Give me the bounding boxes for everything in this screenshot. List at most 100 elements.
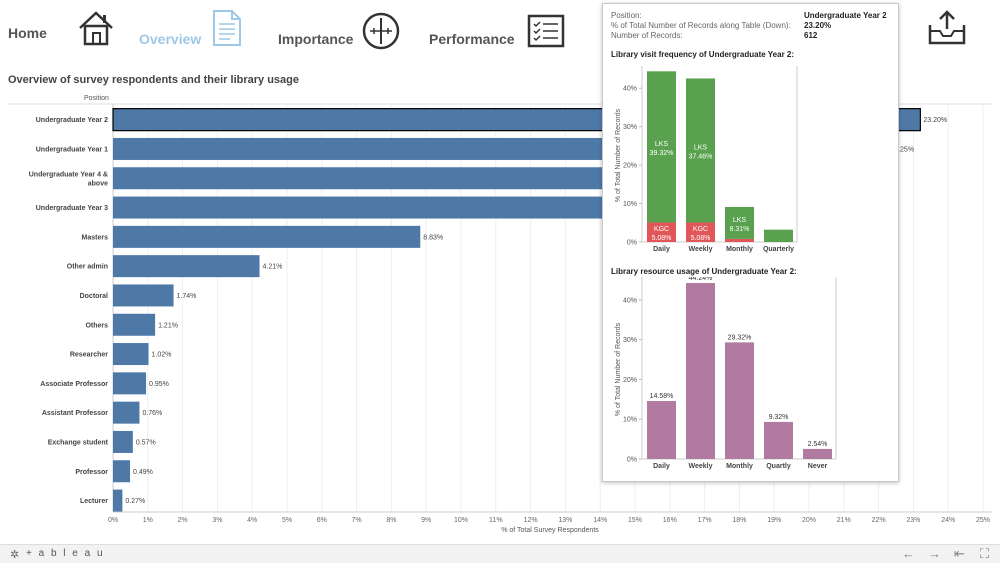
x-tick-label: 10% [454, 517, 468, 524]
bar[interactable] [647, 401, 676, 459]
bar[interactable] [113, 489, 123, 512]
x-category-label: Monthly [726, 246, 753, 253]
stacked-bar-segment[interactable] [686, 78, 715, 223]
nav-importance[interactable]: Importance [278, 31, 354, 47]
category-label: Others [85, 322, 108, 329]
segment-label: KGC [654, 226, 669, 233]
bar-value-label: 8.83% [423, 234, 443, 241]
x-category-label: Quartly [766, 463, 791, 470]
fullscreen-button[interactable]: ⛶ [980, 546, 990, 561]
x-tick-label: 8% [386, 517, 396, 524]
nav-performance[interactable]: Performance [429, 31, 515, 47]
x-tick-label: 19% [767, 517, 781, 524]
download-tray-icon[interactable] [926, 9, 968, 47]
segment-label: LKS [733, 217, 747, 224]
stacked-bar-segment[interactable] [725, 238, 754, 242]
x-tick-label: 11% [489, 517, 503, 524]
x-axis-title: % of Total Survey Respondents [501, 527, 599, 534]
x-tick-label: 18% [732, 517, 746, 524]
bar[interactable] [113, 196, 757, 219]
y-tick-label: 30% [623, 124, 637, 131]
bar[interactable] [113, 255, 260, 278]
nav-home[interactable]: Home [8, 25, 47, 41]
segment-label: 8.31% [730, 226, 750, 233]
bar-value-label: 44.24% [689, 277, 713, 282]
y-tick-label: 0% [627, 240, 637, 247]
bar[interactable] [113, 225, 421, 248]
x-tick-label: 23% [906, 517, 920, 524]
top-nav: Home Overview Importance Performance [0, 0, 1000, 64]
category-label: Professor [75, 469, 108, 476]
x-tick-label: 6% [317, 517, 327, 524]
bar[interactable] [113, 460, 131, 483]
category-label: above [88, 180, 108, 187]
bar-value-label: 0.27% [125, 498, 145, 505]
y-tick-label: 0% [627, 457, 637, 464]
document-icon[interactable] [212, 9, 242, 47]
section-title: Overview of survey respondents and their… [8, 74, 299, 86]
bar-value-label: 14.58% [650, 393, 674, 400]
segment-label: 39.32% [650, 150, 674, 157]
stacked-bar-segment[interactable] [647, 71, 676, 223]
x-tick-label: 9% [421, 517, 431, 524]
category-label: Researcher [70, 352, 108, 359]
stacked-bar-segment[interactable] [686, 222, 715, 242]
nav-overview[interactable]: Overview [139, 31, 202, 47]
bar[interactable] [113, 313, 156, 336]
tooltip-position-label: Position: [611, 11, 642, 20]
undo-button[interactable]: ← [902, 546, 915, 561]
x-tick-label: 14% [593, 517, 607, 524]
y-tick-label: 20% [623, 163, 637, 170]
visit-frequency-title: Library visit frequency of Undergraduate… [611, 50, 795, 59]
stacked-bar-segment[interactable] [647, 222, 676, 242]
tooltip-position-value: Undergraduate Year 2 [804, 11, 887, 20]
tooltip-panel: Position: Undergraduate Year 2 % of Tota… [602, 3, 899, 482]
bar-value-label: 9.32% [769, 414, 789, 421]
x-tick-label: 24% [941, 517, 955, 524]
tooltip-count-label: Number of Records: [611, 31, 683, 40]
bar[interactable] [764, 421, 793, 459]
x-tick-label: 25% [976, 517, 990, 524]
stacked-bar-segment[interactable] [725, 206, 754, 239]
stacked-bar-segment[interactable] [764, 229, 793, 242]
x-tick-label: 17% [698, 517, 712, 524]
x-category-label: Weekly [689, 246, 713, 253]
bar-value-label: 0.57% [136, 439, 156, 446]
segment-label: 5.08% [652, 235, 672, 242]
bar[interactable] [113, 401, 140, 424]
tooltip-count-value: 612 [804, 31, 818, 40]
segment-label: LKS [694, 144, 708, 151]
visit-frequency-chart: 0% 10% 20% 30% 40% % of Total Number of Recor… [615, 66, 798, 253]
revert-button[interactable]: ⇤ [954, 546, 965, 561]
bar-value-label: 1.02% [151, 352, 171, 359]
bar-value-label: 29.32% [728, 334, 752, 341]
bar[interactable] [686, 283, 715, 459]
checklist-icon[interactable] [527, 14, 565, 48]
bar[interactable] [113, 430, 133, 453]
y-tick-label: 10% [623, 201, 637, 208]
gauge-icon[interactable] [361, 11, 401, 51]
category-label: Undergraduate Year 4 & [29, 171, 108, 178]
bar[interactable] [113, 284, 174, 307]
tableau-brand: + a b l e a u [26, 548, 105, 559]
category-label: Undergraduate Year 1 [36, 146, 108, 153]
y-tick-label: 10% [623, 417, 637, 424]
y-tick-label: 40% [623, 86, 637, 93]
bar[interactable] [725, 342, 754, 459]
redo-button[interactable]: → [928, 546, 941, 561]
house-icon[interactable] [76, 8, 116, 48]
x-category-label: Quarterly [763, 246, 794, 253]
tooltip-percent-value: 23.20% [804, 21, 832, 30]
category-label: Undergraduate Year 3 [36, 205, 108, 212]
category-label: Lecturer [80, 498, 108, 505]
bar[interactable] [803, 448, 832, 459]
bar[interactable] [113, 372, 147, 395]
segment-label: 5.08% [691, 235, 711, 242]
x-tick-label: 13% [558, 517, 572, 524]
x-tick-label: 12% [524, 517, 538, 524]
bar-value-label: 2.54% [808, 441, 828, 448]
tooltip-percent-label: % of Total Number of Records along Table… [611, 21, 791, 30]
bar[interactable] [113, 343, 149, 366]
category-label: Assistant Professor [42, 410, 108, 417]
x-category-label: Daily [653, 463, 670, 470]
